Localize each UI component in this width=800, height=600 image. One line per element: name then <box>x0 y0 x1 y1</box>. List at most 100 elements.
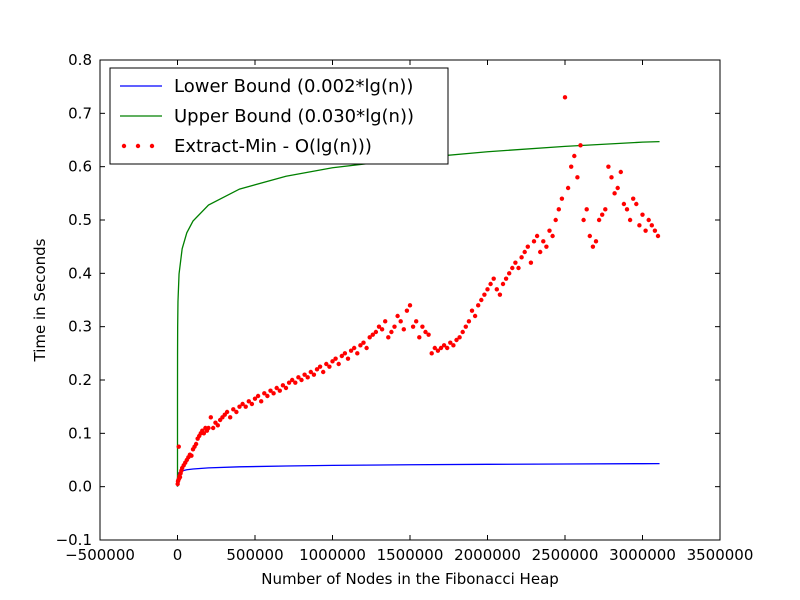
scatter-point <box>612 191 617 196</box>
scatter-point <box>445 345 450 351</box>
scatter-point <box>600 212 605 217</box>
scatter-point <box>364 345 369 351</box>
scatter-point <box>646 217 651 223</box>
scatter-point <box>479 297 484 303</box>
scatter-point <box>342 351 348 356</box>
scatter-point <box>457 335 462 340</box>
scatter-point <box>314 367 320 372</box>
scatter-point <box>547 228 552 233</box>
scatter-point <box>522 249 527 255</box>
scatter-point <box>485 287 490 292</box>
scatter-point <box>634 201 639 207</box>
scatter-point <box>596 217 602 223</box>
axis-ticks: −500000 0 500000 1000000 1500000 2000000 25000… <box>56 51 754 564</box>
scatter-point <box>407 303 413 308</box>
scatter-point <box>482 292 487 297</box>
y-tick-label: −0.1 <box>56 531 92 549</box>
scatter-point <box>609 175 614 180</box>
y-tick-label: 0.2 <box>68 371 92 389</box>
y-tick-label: 0.8 <box>68 51 92 69</box>
scatter-point <box>330 359 335 364</box>
scatter-point <box>451 343 456 348</box>
scatter-point <box>404 308 410 313</box>
scatter-point <box>280 383 286 388</box>
scatter-point <box>584 207 589 212</box>
scatter-point <box>277 388 282 393</box>
x-tick-label: 2000000 <box>454 546 521 564</box>
scatter-point <box>435 348 441 353</box>
scatter-point <box>386 335 391 340</box>
scatter-point <box>201 431 207 436</box>
scatter-point <box>177 474 183 480</box>
scatter-point <box>237 404 242 409</box>
scatter-point <box>324 361 329 367</box>
scatter-point <box>327 364 332 369</box>
scatter-point <box>578 143 583 148</box>
scatter-point <box>525 244 530 249</box>
legend-swatch-dot <box>121 143 127 149</box>
scatter-point <box>429 351 434 356</box>
scatter-point <box>590 244 596 249</box>
scatter-point <box>249 401 255 407</box>
scatter-point <box>593 239 599 244</box>
scatter-point <box>559 196 565 201</box>
scatter-point <box>507 271 512 276</box>
scatter-point <box>572 153 577 159</box>
x-tick-label: 500000 <box>226 546 283 564</box>
scatter-point <box>352 345 357 351</box>
y-tick-label: 0.3 <box>68 318 92 336</box>
scatter-point <box>308 369 313 375</box>
scatter-point <box>274 385 279 391</box>
legend-swatch-dot <box>135 143 141 149</box>
legend: Lower Bound (0.002*lg(n)) Upper Bound (0.… <box>109 67 449 165</box>
scatter-point <box>339 353 344 359</box>
scatter-point <box>531 239 537 244</box>
y-tick-label: 0.4 <box>68 264 92 282</box>
scatter-point <box>345 356 351 361</box>
scatter-point <box>361 340 366 345</box>
scatter-point <box>262 391 267 396</box>
scatter-point <box>423 329 428 335</box>
scatter-point <box>553 217 558 223</box>
x-tick-label: 0 <box>173 546 183 564</box>
x-tick-label: 3000000 <box>609 546 676 564</box>
scatter-point <box>299 377 304 383</box>
scatter-point <box>231 407 236 412</box>
scatter-point <box>513 260 518 265</box>
scatter-point <box>358 343 363 348</box>
y-tick-label: 0.1 <box>68 424 92 442</box>
scatter-point <box>321 369 326 375</box>
scatter-point <box>189 453 194 458</box>
scatter-point <box>569 164 574 169</box>
scatter-point <box>472 313 478 319</box>
x-tick-label: 2500000 <box>532 546 599 564</box>
scatter-point <box>255 393 261 399</box>
scatter-point <box>469 308 475 313</box>
scatter-point <box>603 207 608 212</box>
scatter-point <box>296 375 301 380</box>
scatter-point <box>208 415 214 420</box>
scatter-point <box>631 196 636 201</box>
scatter-point <box>618 169 623 175</box>
scatter-point <box>624 207 630 212</box>
scatter-point <box>206 425 211 431</box>
scatter-point <box>259 399 264 404</box>
scatter-point <box>488 281 493 287</box>
scatter-point <box>373 329 379 335</box>
scatter-point <box>234 409 239 415</box>
scatter-point <box>454 337 459 343</box>
scatter-point <box>417 335 422 340</box>
scatter-point <box>565 185 571 191</box>
x-tick-label: 1000000 <box>299 546 366 564</box>
scatter-point <box>528 260 534 265</box>
scatter-point <box>398 319 403 324</box>
scatter-point <box>640 212 645 217</box>
x-tick-label: 1500000 <box>377 546 444 564</box>
scatter-point <box>210 425 216 431</box>
scatter-point <box>224 409 230 415</box>
scatter-point <box>606 164 611 169</box>
scatter-point <box>348 348 354 353</box>
scatter-point <box>432 345 437 351</box>
scatter-point <box>534 233 540 239</box>
scatter-point <box>562 95 568 100</box>
